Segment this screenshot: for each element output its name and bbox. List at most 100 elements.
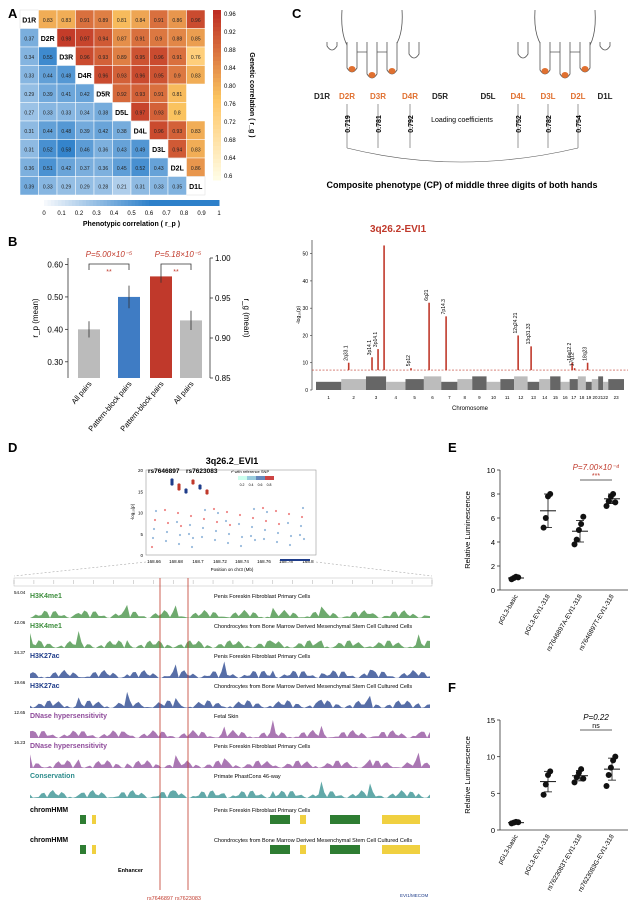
b-right-tick-label: 0.95 [215,294,231,303]
heatmap-genetic-value: 0.83 [191,147,201,153]
heatmap-genetic-value: 0.91 [80,18,90,24]
colorbar-tick-label: 0.6 [224,174,233,180]
heatmap-genetic-value: 0.86 [172,18,182,24]
heatmap-phenotypic-value: 0.58 [61,147,71,153]
heatmap-phenotypic-value: 0.39 [24,184,34,190]
heatmap-genetic-value: 0.96 [154,55,164,61]
heatmap-phenotypic-value: 0.46 [80,147,90,153]
manhattan-tick-label: 10 [302,361,308,367]
manhattan-peak-label: 3p14.1 [373,332,379,348]
colorbar-swatch [205,200,209,206]
heatmap-phenotypic-value: 0.52 [135,166,145,172]
digit-label: D2R [339,92,355,101]
colorbar-swatch [89,200,94,206]
manhattan-chrom-label: 17 [571,395,577,400]
heatmap-phenotypic-value: 0.29 [80,184,90,190]
heatmap-phenotypic-value: 0.21 [117,184,127,190]
heatmap-genetic-value: 0.83 [61,18,71,24]
locus-x-tick: 168.8 [302,559,314,564]
locus-snp-point [262,537,266,541]
colorbar-swatch [100,200,104,206]
heatmap-phenotypic-value: 0.28 [98,184,108,190]
locus-snp-point [176,511,180,515]
locus-snp-point [250,525,254,529]
manhattan-chrom-label: 2 [352,395,355,400]
manhattan-chrom-label: 5 [413,395,416,400]
colorbar-swatch [72,200,76,206]
manhattan-peak-label: 16q12.2 [567,342,573,360]
colorbar-swatch [177,200,181,206]
locus-snp-point [286,521,290,525]
manhattan-chrom-band [569,379,578,390]
colorbar-swatch [213,137,221,143]
colorbar-swatch [156,200,160,206]
colorbar-swatch [93,200,97,206]
colorbar-swatch [135,200,139,206]
manhattan-chrom-label: 16 [563,395,569,400]
locus-snp-point [191,536,195,540]
colorbar-swatch [58,200,62,206]
colorbar-swatch [213,44,221,49]
dot-category: rs7623083T-EVI1-318 [546,833,584,892]
dot-point [603,783,610,789]
locus-legend-value: 0.4 [249,483,254,487]
colorbar-tick-label: 0.6 [145,211,154,217]
track-desc: Primate PhastCons 46-way [214,774,281,780]
colorbar-tick-label: 0.76 [224,102,236,108]
dot-point [605,498,612,505]
locus-snp-point [226,541,230,545]
heatmap-phenotypic-value: 0.33 [43,184,53,190]
digit-label: D3L [540,92,555,101]
b-right-pvalue: P=5.18×10⁻⁵ [155,250,202,259]
colorbar-swatch [68,200,73,206]
locus-snp-point [202,517,206,521]
manhattan-chrom-label: 9 [478,395,481,400]
genetic-axis-title: Genetic correlation ( r_g ) [248,52,255,137]
locus-snp-point [213,538,217,542]
b-right-tick-label: 0.90 [215,334,231,343]
heatmap-phenotypic-value: 0.51 [43,166,53,172]
locus-top-snp-point [170,482,174,486]
heatmap-phenotypic-value: 0.52 [43,147,53,153]
manhattan-chrom-band [603,381,609,390]
chromhmm-segment [382,845,420,854]
regional-association-plot: 3q26.2_EVI1 0 5 10 15 20 -log₁₀(p) 168.66 168.68… [130,456,317,572]
heatmap-phenotypic-value: 0.33 [154,184,164,190]
loading-value: 0.719 [345,115,352,133]
heatmap-grid: D1R 0.83 0.83 0.91 0.89 0.81 0.84 0.91 0.86 0.96 D… [19,9,206,196]
b-left-tick-label: 0.60 [47,260,63,269]
locus-snp-point [301,506,305,510]
heatmap-phenotypic-value: 0.35 [172,184,182,190]
colorbar-swatch [213,78,221,83]
colorbar-swatch [121,200,125,206]
locus-snp-point [177,542,181,546]
colorbar-swatch [114,200,118,206]
manhattan-chrom-band [386,381,406,390]
dot-tick-label: 2 [491,562,495,571]
manhattan-chrom-label: 21 [598,395,604,400]
dot-category: pGL3-basic [497,833,520,866]
track-max: 12.65 [14,710,26,715]
locus-x-tick: 168.78 [279,559,293,564]
locus-snp-point [287,512,291,516]
manhattan-chrom-band [591,379,599,390]
locus-legend-title: r² with reference SNP [231,469,270,474]
locus-snp-point [298,533,302,537]
fingertip-highlight [581,66,589,72]
manhattan-peak-label: 2q33.1 [344,345,350,361]
locus-x-label: Position on chr3 (Mb) [211,567,254,572]
locus-snp-point [164,539,168,543]
locus-snp-point [239,544,243,548]
heatmap-phenotypic-value: 0.41 [61,92,71,98]
fingertip-highlight [348,66,356,72]
locus-y-tick: 15 [138,489,144,494]
colorbar-swatch [173,200,178,206]
locus-snp-point [151,536,155,540]
chromhmm-segment [382,815,420,824]
manhattan-chrom-band [405,379,424,390]
heatmap-genetic-value: 0.92 [117,92,127,98]
panel-d: D 3q26.2_EVI1 0 5 10 15 20 -log₁₀(p) 168.66 168.… [8,440,433,902]
colorbar-tick-label: 0 [42,211,46,217]
heatmap-phenotypic-value: 0.33 [43,110,53,116]
manhattan-chrom-band [608,379,624,390]
